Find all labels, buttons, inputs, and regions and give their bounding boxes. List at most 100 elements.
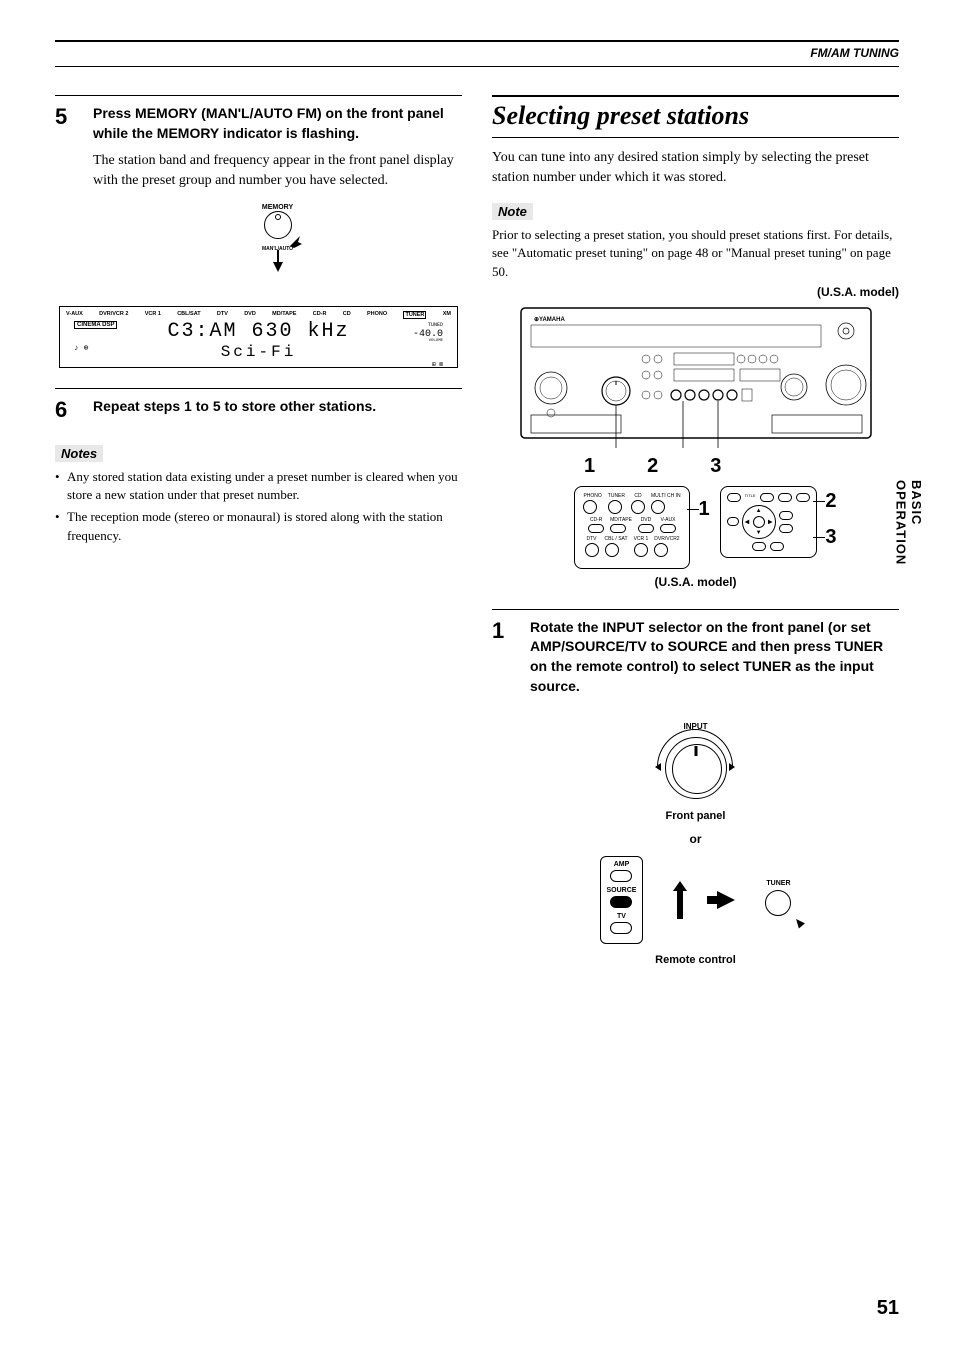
step-5-number: 5 <box>55 104 79 190</box>
amp-button-icon <box>610 870 632 882</box>
amp-label: AMP <box>607 861 637 868</box>
step-6-number: 6 <box>55 397 79 425</box>
remote-callout-1: 1 <box>699 498 710 521</box>
step-1-number: 1 <box>492 618 516 704</box>
lcd-input: CD <box>343 311 351 319</box>
remote-dpad: ▲ ▼ ◀ ▶ <box>742 505 776 539</box>
remote-right-wrap: TITLE ▲ ▼ ◀ ▶ <box>720 486 817 558</box>
step-6: 6 Repeat steps 1 to 5 to store other sta… <box>55 388 462 425</box>
notes-label: Notes <box>55 445 103 462</box>
press-arrow-icon <box>288 234 302 248</box>
remote-btn-tuner <box>608 500 622 514</box>
lcd-main-row: CINEMA DSP C3:AM 630 kHz TUNED -40.0 VOL… <box>66 321 451 343</box>
lcd-cinema-badge: CINEMA DSP <box>74 321 117 329</box>
note-label: Note <box>492 203 533 220</box>
remote-left: PHONO TUNER CD MULTI CH IN CD-R MD/TAPE … <box>574 486 689 569</box>
front-panel-caption: Front panel <box>492 810 899 822</box>
tuner-button-block: TUNER <box>765 880 791 921</box>
left-column: 5 Press MEMORY (MAN'L/AUTO FM) on the fr… <box>55 95 462 966</box>
remote-callout-2: 2 <box>825 490 836 513</box>
remote-btn <box>727 517 739 526</box>
callout-3: 3 <box>710 455 721 478</box>
remote-btn <box>770 542 784 551</box>
remote-btn <box>651 500 665 514</box>
tuner-button-icon <box>765 890 791 916</box>
remote-callout-3: 3 <box>825 526 836 549</box>
receiver-callouts: 1 2 3 <box>492 455 899 478</box>
section-intro: You can tune into any desired station si… <box>492 148 899 187</box>
source-label: SOURCE <box>607 887 637 894</box>
lcd-input: PHONO <box>367 311 387 319</box>
lcd-main-text: C3:AM 630 kHz <box>66 321 451 343</box>
callout-1: 1 <box>584 455 595 478</box>
remote-btn <box>779 524 793 533</box>
note-item: Any stored station data existing under a… <box>55 468 462 504</box>
input-knob-diagram: INPUT Front panel <box>492 722 899 822</box>
lcd-input: MD/TAPE <box>272 311 296 319</box>
or-label: or <box>492 832 899 846</box>
sidebar-line1: BASIC <box>909 480 924 525</box>
model-label: (U.S.A. model) <box>492 285 899 299</box>
step-1: 1 Rotate the INPUT selector on the front… <box>492 609 899 704</box>
step-5-body: The station band and frequency appear in… <box>93 151 462 190</box>
memory-label: MEMORY <box>93 204 462 211</box>
remote-btn <box>796 493 810 502</box>
remote-btn <box>752 542 766 551</box>
tv-label: TV <box>607 913 637 920</box>
lcd-input-row: V-AUX DVR/VCR 2 VCR 1 CBL/SAT DTV DVD MD… <box>66 311 451 319</box>
lcd-input: XM <box>443 311 451 319</box>
callout-2: 2 <box>647 455 658 478</box>
right-column: Selecting preset stations You can tune i… <box>492 95 899 966</box>
header-rule <box>55 40 899 42</box>
lcd-input: DTV <box>217 311 228 319</box>
remote-control-caption: Remote control <box>492 954 899 966</box>
remote-diagrams: PHONO TUNER CD MULTI CH IN CD-R MD/TAPE … <box>492 486 899 569</box>
amp-source-block: AMP SOURCE TV <box>600 856 644 944</box>
sidebar-tab: BASIC OPERATION <box>893 480 924 565</box>
arrow-down-icon <box>273 262 283 272</box>
up-arrow-icon <box>673 881 687 919</box>
remote-btn <box>588 524 604 533</box>
remote-btn <box>631 500 645 514</box>
remote-btn <box>760 493 774 502</box>
step-5-content: Press MEMORY (MAN'L/AUTO FM) on the fron… <box>93 104 462 190</box>
tuner-press-arrow-icon <box>794 916 806 928</box>
lcd-input: CD-R <box>313 311 327 319</box>
step-1-title: Rotate the INPUT selector on the front p… <box>530 618 899 696</box>
remote-btn <box>660 524 676 533</box>
remote-btn <box>610 524 626 533</box>
lcd-speaker-icons: ♪ ⊕ <box>74 343 88 353</box>
right-arrow-icon <box>717 891 735 909</box>
remote-left-wrap: PHONO TUNER CD MULTI CH IN CD-R MD/TAPE … <box>574 486 689 569</box>
remote-btn <box>778 493 792 502</box>
source-button-icon <box>610 896 632 908</box>
remote-control-diagram: AMP SOURCE TV TUNER <box>492 856 899 944</box>
remote-btn <box>634 543 648 557</box>
remote-btn <box>605 543 619 557</box>
tuner-label: TUNER <box>765 880 791 887</box>
sidebar-line2: OPERATION <box>893 480 908 565</box>
lcd-input: VCR 1 <box>145 311 161 319</box>
lcd-input: DVR/VCR 2 <box>99 311 128 319</box>
lcd-input: CBL/SAT <box>177 311 200 319</box>
page-number: 51 <box>877 1297 899 1320</box>
receiver-diagram: ⊕YAMAHA <box>516 303 876 453</box>
remote-right: TITLE ▲ ▼ ◀ ▶ <box>720 486 817 558</box>
remote-btn <box>779 511 793 520</box>
input-knob-icon <box>665 737 727 799</box>
remote-btn <box>638 524 654 533</box>
remote-btn <box>583 500 597 514</box>
tv-button-icon <box>610 922 632 934</box>
note-item: The reception mode (stereo or monaural) … <box>55 508 462 544</box>
lcd-input-selected: TUNER <box>403 311 426 319</box>
section-title: Selecting preset stations <box>492 95 899 138</box>
remote-btn <box>654 543 668 557</box>
step-5-title: Press MEMORY (MAN'L/AUTO FM) on the fron… <box>93 104 462 143</box>
step-1-content: Rotate the INPUT selector on the front p… <box>530 618 899 704</box>
svg-text:⊕YAMAHA: ⊕YAMAHA <box>534 317 565 323</box>
lcd-db: ⊞ ⊠ <box>432 361 443 368</box>
remote-btn <box>585 543 599 557</box>
note-body: Prior to selecting a preset station, you… <box>492 226 899 281</box>
header-section: FM/AM TUNING <box>55 46 899 67</box>
memory-knob-diagram: MEMORY MAN'L/AUTO <box>55 204 462 292</box>
